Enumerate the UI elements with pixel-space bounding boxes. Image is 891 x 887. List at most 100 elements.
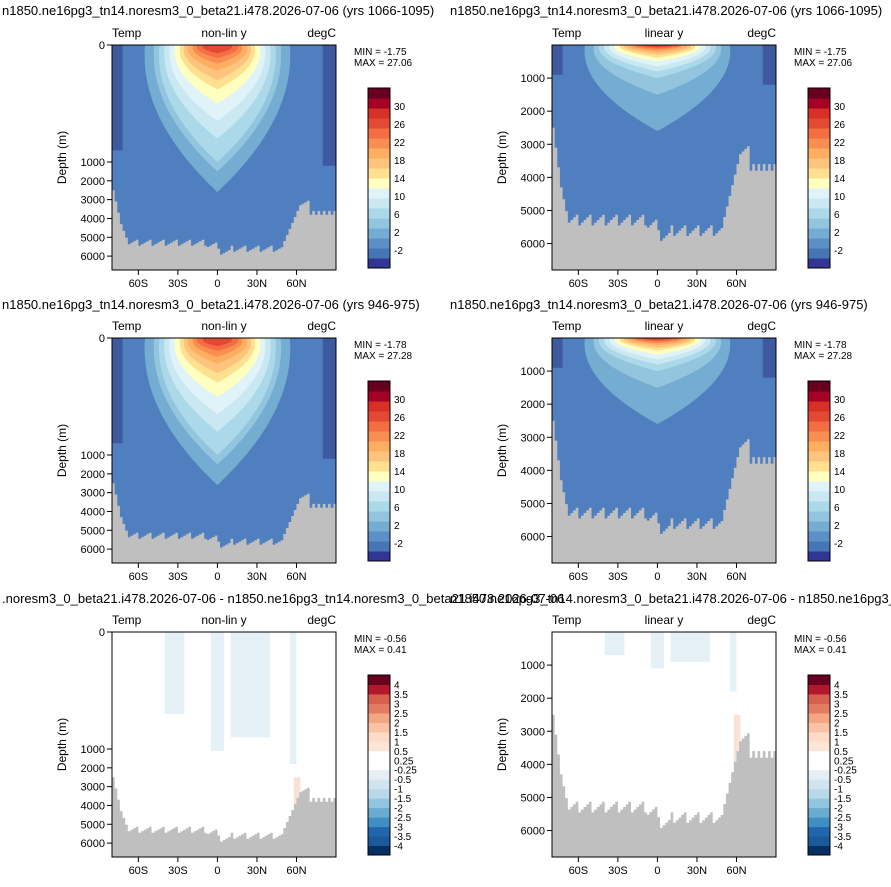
isotherm-band <box>202 338 233 347</box>
y-axis-label: Depth (m) <box>55 424 69 477</box>
colorbar-frame <box>367 87 391 269</box>
colorbar-label: -2 <box>834 539 843 550</box>
x-tick-label: 60N <box>286 278 306 290</box>
colorbar-swatch <box>368 198 390 209</box>
min-max-stats: MIN = -1.75 <box>354 47 407 58</box>
colorbar-swatch <box>368 760 390 771</box>
colorbar-swatch <box>368 178 390 189</box>
colorbar-swatch <box>368 722 390 733</box>
colorbar-swatch <box>808 750 830 761</box>
colorbar-label: 14 <box>394 174 406 185</box>
y-tick-label: 6000 <box>521 826 545 838</box>
colorbar-swatch <box>808 208 830 219</box>
panel-4: n1850.ne16pg3_tn14.noresm3_0_beta21.i478… <box>450 297 868 583</box>
min-max-stats: MIN = -1.75 <box>794 47 847 58</box>
colorbar-swatch <box>808 481 830 492</box>
colorbar-swatch <box>368 788 390 799</box>
colorbar-label: 1.5 <box>394 728 408 739</box>
colorbar-label: 2.5 <box>834 709 848 720</box>
scale-label: linear y <box>645 26 684 40</box>
colorbar-label: -2 <box>394 246 403 257</box>
y-tick-label: 5000 <box>81 525 105 537</box>
colorbar-swatch <box>368 675 390 685</box>
colorbar-label: 22 <box>834 138 846 149</box>
min-max-stats: MAX = 27.28 <box>354 351 413 362</box>
colorbar-swatch <box>808 198 830 209</box>
anomaly-cool <box>164 632 185 714</box>
anomaly-cool <box>230 632 271 738</box>
y-tick-label: 2000 <box>521 693 545 705</box>
colorbar-swatch <box>368 381 390 392</box>
plot-frame <box>111 337 337 564</box>
colorbar-swatch <box>808 431 830 442</box>
colorbar-label: 6 <box>394 210 400 221</box>
colorbar-label: 3 <box>834 699 840 710</box>
anomaly-warm <box>733 714 741 765</box>
plot-frame <box>111 44 337 271</box>
colorbar-swatch <box>368 128 390 139</box>
colorbar-label: 0.25 <box>834 756 854 767</box>
colorbar-swatch <box>368 401 390 412</box>
anomaly-cool <box>650 632 664 669</box>
isotherm-band <box>642 338 673 341</box>
y-tick-label: 3000 <box>521 432 545 444</box>
colorbar-frame <box>807 380 831 562</box>
colorbar-label: -3.5 <box>394 832 412 843</box>
variable-label: Temp <box>112 319 142 333</box>
colorbar-label: 0.5 <box>394 747 408 758</box>
y-tick-label: 3000 <box>521 139 545 151</box>
min-max-stats: MAX = 27.06 <box>354 58 413 69</box>
colorbar-label: 30 <box>834 102 846 113</box>
colorbar-swatch <box>368 411 390 422</box>
colorbar-swatch <box>808 138 830 149</box>
colorbar-label: 18 <box>394 449 406 460</box>
min-max-stats: MAX = 27.28 <box>794 351 853 362</box>
colorbar-swatch <box>808 441 830 452</box>
colorbar-swatch <box>808 845 830 856</box>
anomaly-cool <box>604 632 625 656</box>
x-tick-label: 60N <box>286 571 306 583</box>
y-axis-label: Depth (m) <box>55 718 69 771</box>
colorbar-label: 4 <box>834 680 840 691</box>
colorbar-label: -2.5 <box>394 813 412 824</box>
colorbar-label: 1.5 <box>834 728 848 739</box>
y-axis-label: Depth (m) <box>495 131 509 184</box>
colorbar-label: 14 <box>834 467 846 478</box>
colorbar-label: 2 <box>394 228 400 239</box>
colorbar-swatch <box>368 551 390 562</box>
colorbar-swatch <box>368 521 390 532</box>
colorbar-swatch <box>808 836 830 847</box>
colorbar-swatch <box>808 98 830 109</box>
field <box>112 338 336 563</box>
colorbar-swatch <box>368 845 390 856</box>
colorbar-swatch <box>368 218 390 229</box>
panel-title: .noresm3_0_beta21.i478.2026-07-06 - n185… <box>2 591 564 606</box>
panel-6: n1850.ne16pg3_tn14.noresm3_0_beta21.i478… <box>450 591 891 877</box>
min-max-stats: MAX = 27.06 <box>794 58 853 69</box>
min-max-stats: MAX = 0.41 <box>794 645 847 656</box>
scale-label: non-lin y <box>201 26 246 40</box>
x-tick-label: 30S <box>168 865 188 877</box>
variable-label: Temp <box>552 613 582 627</box>
colorbar-label: 0.25 <box>394 756 414 767</box>
x-tick-label: 60S <box>129 278 149 290</box>
x-tick-label: 30N <box>247 571 267 583</box>
colorbar-label: 26 <box>834 120 846 131</box>
y-tick-label: 2000 <box>521 106 545 118</box>
colorbar-label: -2 <box>394 539 403 550</box>
colorbar-label: -2 <box>834 246 843 257</box>
colorbar-swatch <box>808 521 830 532</box>
variable-label: Temp <box>112 613 142 627</box>
colorbar-swatch <box>368 511 390 522</box>
colorbar-label: 22 <box>834 431 846 442</box>
colorbar-swatch <box>368 798 390 809</box>
min-max-stats: MIN = -1.78 <box>354 340 407 351</box>
colorbar-label: -1.5 <box>394 794 412 805</box>
plot-frame <box>111 631 337 858</box>
colorbar-label: 2.5 <box>394 709 408 720</box>
y-tick-label: 4000 <box>81 800 105 812</box>
scale-label: linear y <box>645 319 684 333</box>
anomaly-warm <box>293 777 301 806</box>
colorbar-frame <box>807 674 831 856</box>
colorbar-label: 22 <box>394 431 406 442</box>
